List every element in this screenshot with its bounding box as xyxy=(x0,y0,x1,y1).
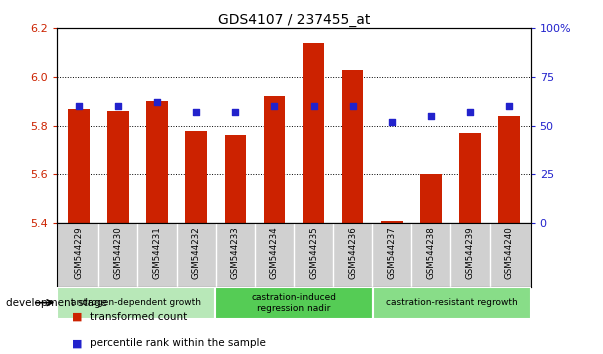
Text: GSM544232: GSM544232 xyxy=(192,226,201,279)
Bar xyxy=(185,131,207,223)
Bar xyxy=(420,175,441,223)
Text: GSM544234: GSM544234 xyxy=(270,226,279,279)
Text: GSM544239: GSM544239 xyxy=(466,226,475,279)
Bar xyxy=(342,70,364,223)
Text: GSM544236: GSM544236 xyxy=(348,226,357,279)
Text: androgen-dependent growth: androgen-dependent growth xyxy=(71,298,201,307)
Bar xyxy=(147,101,168,223)
Title: GDS4107 / 237455_at: GDS4107 / 237455_at xyxy=(218,13,370,27)
Text: castration-induced
regression nadir: castration-induced regression nadir xyxy=(251,293,336,313)
Text: GSM544233: GSM544233 xyxy=(231,226,240,279)
Bar xyxy=(264,97,285,223)
Point xyxy=(504,103,514,109)
Point xyxy=(270,103,279,109)
Point xyxy=(74,103,84,109)
Text: development stage: development stage xyxy=(6,298,107,308)
Point xyxy=(387,119,397,125)
Point xyxy=(230,109,240,115)
Bar xyxy=(224,136,246,223)
Text: GSM544231: GSM544231 xyxy=(153,226,162,279)
Point xyxy=(348,103,358,109)
Bar xyxy=(381,221,403,223)
Text: GSM544237: GSM544237 xyxy=(387,226,396,279)
Text: transformed count: transformed count xyxy=(90,312,188,322)
Bar xyxy=(57,287,215,319)
Bar xyxy=(459,133,481,223)
Point xyxy=(309,103,318,109)
Text: GSM544238: GSM544238 xyxy=(426,226,435,279)
Bar xyxy=(215,287,373,319)
Point xyxy=(465,109,475,115)
Text: GSM544235: GSM544235 xyxy=(309,226,318,279)
Text: percentile rank within the sample: percentile rank within the sample xyxy=(90,338,267,348)
Bar xyxy=(68,109,90,223)
Point xyxy=(191,109,201,115)
Text: castration-resistant regrowth: castration-resistant regrowth xyxy=(386,298,517,307)
Point xyxy=(426,113,436,119)
Bar xyxy=(107,111,128,223)
Bar xyxy=(498,116,520,223)
Text: GSM544229: GSM544229 xyxy=(74,226,83,279)
Text: ■: ■ xyxy=(72,312,83,322)
Point xyxy=(113,103,123,109)
Point xyxy=(152,99,162,105)
Bar xyxy=(373,287,531,319)
Text: GSM544230: GSM544230 xyxy=(113,226,122,279)
Text: ■: ■ xyxy=(72,338,83,348)
Text: GSM544240: GSM544240 xyxy=(505,226,514,279)
Bar xyxy=(303,43,324,223)
